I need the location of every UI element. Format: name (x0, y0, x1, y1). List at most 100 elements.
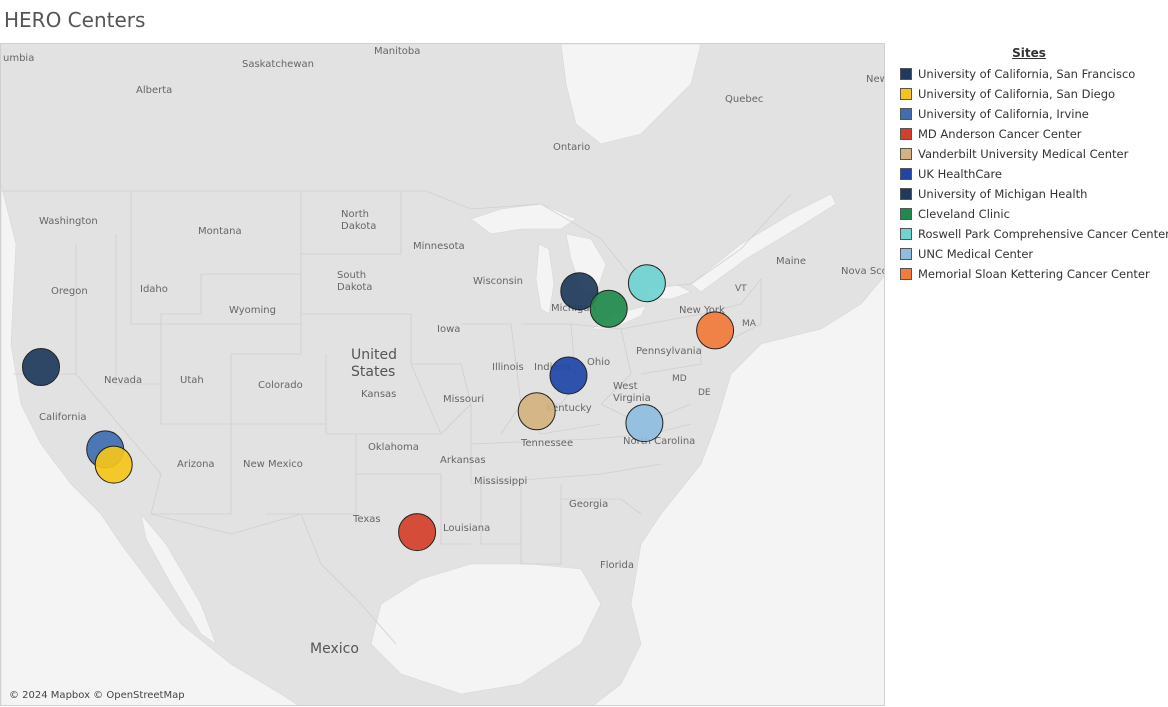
legend-items: University of California, San Francisco U… (900, 64, 1168, 284)
label-wisconsin: Wisconsin (473, 276, 523, 287)
label-saskatchewan: Saskatchewan (242, 59, 314, 70)
pacific (1, 183, 299, 705)
site-marker[interactable]: University of California, San Diego (94, 445, 133, 484)
gulf-of-mexico (370, 563, 602, 695)
label-missouri: Missouri (443, 394, 484, 405)
site-markers: University of California, San Francisco U… (22, 264, 735, 552)
label-newfoundland: New and (866, 74, 885, 85)
label-minnesota: Minnesota (413, 241, 465, 252)
legend-item[interactable]: UK HealthCare (900, 164, 1168, 184)
label-kentucky: Kentucky (546, 403, 592, 414)
legend-swatch (900, 208, 912, 220)
label-pennsylvania: Pennsylvania (636, 346, 702, 357)
atlantic (593, 275, 884, 705)
label-quebec: Quebec (725, 94, 763, 105)
lake-superior (470, 203, 577, 235)
label-kansas: Kansas (361, 389, 396, 400)
label-north-dakota: North Dakota (341, 209, 376, 232)
legend-swatch (900, 188, 912, 200)
legend-item[interactable]: University of California, San Francisco (900, 64, 1168, 84)
hudson-bay (560, 44, 702, 145)
label-nova-scotia: Nova Sco (841, 266, 885, 277)
label-vt: VT (735, 284, 747, 294)
site-marker[interactable]: UNC Medical Center (625, 404, 664, 443)
label-california: California (39, 412, 87, 423)
label-new-mexico: New Mexico (243, 459, 303, 470)
legend-swatch (900, 108, 912, 120)
legend-item[interactable]: Cleveland Clinic (900, 204, 1168, 224)
legend-label: Vanderbilt University Medical Center (918, 147, 1129, 161)
label-louisiana: Louisiana (443, 523, 490, 534)
legend-label: Roswell Park Comprehensive Cancer Center (918, 227, 1168, 241)
site-marker[interactable]: University of Michigan Health (560, 272, 599, 311)
legend-swatch (900, 248, 912, 260)
label-ohio: Ohio (587, 357, 610, 368)
label-tennessee: Tennessee (520, 438, 573, 449)
label-north-carolina: North Carolina (623, 436, 695, 447)
label-arkansas: Arkansas (440, 455, 486, 466)
legend-label: MD Anderson Cancer Center (918, 127, 1082, 141)
site-marker[interactable]: Roswell Park Comprehensive Cancer Center (627, 264, 666, 303)
label-oklahoma: Oklahoma (368, 442, 419, 453)
label-colorado: Colorado (258, 380, 303, 391)
legend-swatch (900, 168, 912, 180)
label-georgia: Georgia (569, 499, 608, 510)
legend-item[interactable]: Vanderbilt University Medical Center (900, 144, 1168, 164)
legend-swatch (900, 128, 912, 140)
label-idaho: Idaho (140, 284, 168, 295)
label-alberta: Alberta (136, 85, 172, 96)
label-texas: Texas (352, 514, 381, 525)
page-title: HERO Centers (4, 8, 146, 32)
site-marker[interactable]: UK HealthCare (549, 356, 588, 395)
legend-swatch (900, 268, 912, 280)
state-borders (1, 190, 792, 645)
label-illinois: Illinois (492, 362, 524, 373)
legend-item[interactable]: UNC Medical Center (900, 244, 1168, 264)
legend-swatch (900, 68, 912, 80)
label-nevada: Nevada (104, 375, 142, 386)
label-united-states: United States (351, 347, 397, 380)
label-de: DE (698, 388, 711, 398)
legend-item[interactable]: MD Anderson Cancer Center (900, 124, 1168, 144)
label-manitoba: Manitoba (374, 46, 420, 57)
site-marker[interactable]: MD Anderson Cancer Center (398, 513, 437, 552)
label-mississippi: Mississippi (474, 476, 527, 487)
label-umbia: umbia (3, 53, 34, 64)
legend-label: UNC Medical Center (918, 247, 1034, 261)
label-ma: MA (742, 319, 757, 329)
legend-title: Sites (1012, 46, 1046, 60)
label-ontario: Ontario (553, 142, 590, 153)
legend-label: Memorial Sloan Kettering Cancer Center (918, 267, 1150, 281)
legend-item[interactable]: Memorial Sloan Kettering Cancer Center (900, 264, 1168, 284)
label-arizona: Arizona (177, 459, 215, 470)
legend-swatch (900, 148, 912, 160)
label-west-virginia: West Virginia (613, 381, 651, 404)
legend-label: UK HealthCare (918, 167, 1003, 181)
map-canvas[interactable]: umbia Manitoba Saskatchewan Alberta Queb… (0, 43, 885, 706)
legend-item[interactable]: Roswell Park Comprehensive Cancer Center (900, 224, 1168, 244)
site-marker[interactable]: Vanderbilt University Medical Center (517, 392, 556, 431)
label-mexico: Mexico (310, 641, 359, 657)
site-marker[interactable]: Cleveland Clinic (589, 289, 628, 328)
map-attribution[interactable]: © 2024 Mapbox © OpenStreetMap (9, 690, 185, 701)
legend-label: University of California, San Diego (918, 87, 1116, 101)
gulf-of-california (140, 513, 217, 645)
site-marker[interactable]: Memorial Sloan Kettering Cancer Center (696, 311, 735, 350)
label-florida: Florida (600, 560, 634, 571)
legend-label: Cleveland Clinic (918, 207, 1010, 221)
legend-item[interactable]: University of California, Irvine (900, 104, 1168, 124)
legend-label: University of California, Irvine (918, 107, 1089, 121)
label-utah: Utah (180, 375, 204, 386)
legend: Sites University of California, San Fran… (900, 46, 1168, 284)
legend-label: University of Michigan Health (918, 187, 1088, 201)
legend-item[interactable]: University of California, San Diego (900, 84, 1168, 104)
label-montana: Montana (198, 226, 242, 237)
label-new-york: New York (679, 305, 725, 316)
site-marker[interactable]: University of California, San Francisco (22, 348, 60, 386)
legend-label: University of California, San Francisco (918, 67, 1136, 81)
st-lawrence (690, 193, 837, 293)
basemap: umbia Manitoba Saskatchewan Alberta Queb… (1, 44, 885, 705)
label-maine: Maine (776, 256, 806, 267)
legend-item[interactable]: University of Michigan Health (900, 184, 1168, 204)
legend-swatch (900, 88, 912, 100)
